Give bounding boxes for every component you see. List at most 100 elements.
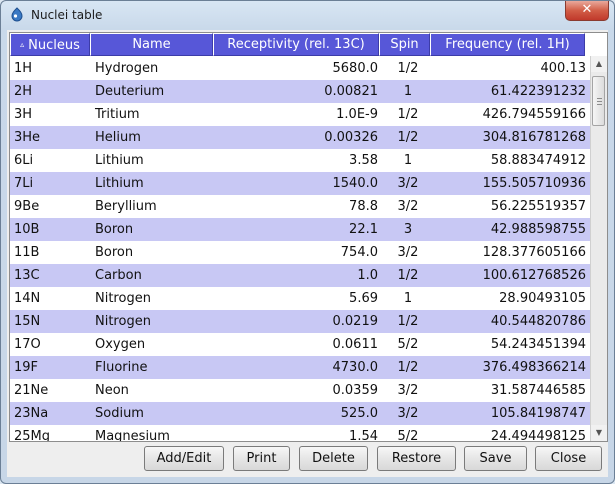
nucleus-cell: 17O — [14, 337, 41, 352]
spin-cell: 1/2 — [397, 314, 419, 329]
frequency-cell: 105.84198747 — [490, 406, 586, 421]
frequency-cell: 61.422391232 — [490, 84, 586, 99]
title-bar[interactable]: Nuclei table ✕ — [1, 1, 614, 29]
name-cell: Deuterium — [95, 84, 165, 99]
name-cell: Neon — [95, 383, 129, 398]
name-cell: Magnesium — [95, 429, 170, 442]
table-row[interactable]: 3He Helium 0.00326 1/2 304.816781268 — [10, 126, 590, 149]
scroll-up-icon[interactable]: ▲ — [591, 56, 607, 72]
close-button[interactable]: Close — [535, 446, 602, 471]
vertical-scrollbar[interactable]: ▲ ▼ — [590, 56, 607, 441]
table-row[interactable]: 15N Nitrogen 0.0219 1/2 40.544820786 — [10, 310, 590, 333]
restore-button[interactable]: Restore — [377, 446, 456, 471]
table-row[interactable]: 3H Tritium 1.0E-9 1/2 426.794559166 — [10, 103, 590, 126]
table-row[interactable]: 25Mg Magnesium 1.54 5/2 24.494498125 — [10, 425, 590, 442]
nucleus-cell: 3He — [14, 130, 41, 145]
frequency-cell: 155.505710936 — [482, 176, 586, 191]
column-header-frequency[interactable]: Frequency (rel. 1H) — [430, 33, 585, 56]
name-cell: Boron — [95, 245, 134, 260]
nuclei-table: ▵ Nucleus Name Receptivity (rel. 13C) Spi… — [9, 32, 608, 442]
window-close-button[interactable]: ✕ — [565, 1, 609, 21]
nucleus-cell: 3H — [14, 107, 33, 122]
app-icon — [11, 7, 23, 22]
frequency-cell: 54.243451394 — [490, 337, 586, 352]
nucleus-cell: 19F — [14, 360, 39, 375]
name-cell: Carbon — [95, 268, 142, 283]
frequency-cell: 24.494498125 — [490, 429, 586, 442]
table-row[interactable]: 10B Boron 22.1 3 42.988598755 — [10, 218, 590, 241]
name-cell: Boron — [95, 222, 134, 237]
frequency-cell: 31.587446585 — [490, 383, 586, 398]
frequency-cell: 128.377605166 — [482, 245, 586, 260]
button-bar: Add/Edit Print Delete Restore Save Close — [7, 446, 608, 472]
add-edit-button[interactable]: Add/Edit — [144, 446, 224, 471]
receptivity-cell: 1.0 — [357, 268, 378, 283]
spin-cell: 1/2 — [397, 130, 419, 145]
receptivity-cell: 0.0359 — [332, 383, 379, 398]
name-cell: Nitrogen — [95, 314, 151, 329]
table-row[interactable]: 13C Carbon 1.0 1/2 100.612768526 — [10, 264, 590, 287]
table-body: 1H Hydrogen 5680.0 1/2 400.13 2H Deuterium 0.00… — [10, 57, 590, 442]
frequency-cell: 58.883474912 — [490, 153, 586, 168]
table-row[interactable]: 1H Hydrogen 5680.0 1/2 400.13 — [10, 57, 590, 80]
column-header-nucleus[interactable]: ▵ Nucleus — [10, 33, 90, 56]
table-row[interactable]: 19F Fluorine 4730.0 1/2 376.498366214 — [10, 356, 590, 379]
nucleus-cell: 6Li — [14, 153, 34, 168]
spin-cell: 1/2 — [397, 107, 419, 122]
name-cell: Lithium — [95, 153, 144, 168]
scroll-down-icon[interactable]: ▼ — [591, 425, 607, 441]
print-button[interactable]: Print — [233, 446, 290, 471]
frequency-cell: 42.988598755 — [490, 222, 586, 237]
column-header-name[interactable]: Name — [90, 33, 213, 56]
receptivity-cell: 22.1 — [349, 222, 378, 237]
spin-cell: 1 — [403, 291, 413, 306]
nucleus-cell: 1H — [14, 61, 33, 76]
name-cell: Tritium — [95, 107, 140, 122]
column-header-spin[interactable]: Spin — [379, 33, 430, 56]
grip-line — [597, 98, 602, 99]
nucleus-cell: 2H — [14, 84, 33, 99]
receptivity-cell: 4730.0 — [332, 360, 379, 375]
table-row[interactable]: 14N Nitrogen 5.69 1 28.90493105 — [10, 287, 590, 310]
delete-button[interactable]: Delete — [299, 446, 368, 471]
sort-ascending-icon: ▵ — [20, 40, 25, 49]
nucleus-cell: 23Na — [14, 406, 49, 421]
table-row[interactable]: 2H Deuterium 0.00821 1 61.422391232 — [10, 80, 590, 103]
frequency-cell: 100.612768526 — [482, 268, 586, 283]
table-row[interactable]: 7Li Lithium 1540.0 3/2 155.505710936 — [10, 172, 590, 195]
table-row[interactable]: 6Li Lithium 3.58 1 58.883474912 — [10, 149, 590, 172]
nucleus-cell: 25Mg — [14, 429, 51, 442]
column-header-receptivity[interactable]: Receptivity (rel. 13C) — [213, 33, 379, 56]
nucleus-cell: 10B — [14, 222, 40, 237]
receptivity-cell: 0.0219 — [332, 314, 379, 329]
spin-cell: 1 — [403, 84, 413, 99]
nucleus-cell: 9Be — [14, 199, 40, 214]
receptivity-cell: 5680.0 — [332, 61, 379, 76]
client-area: ▵ Nucleus Name Receptivity (rel. 13C) Spi… — [7, 30, 608, 477]
nucleus-cell: 13C — [14, 268, 40, 283]
receptivity-cell: 525.0 — [340, 406, 378, 421]
table-row[interactable]: 11B Boron 754.0 3/2 128.377605166 — [10, 241, 590, 264]
receptivity-cell: 1540.0 — [332, 176, 379, 191]
column-header-label: Nucleus — [28, 38, 80, 53]
name-cell: Sodium — [95, 406, 144, 421]
spin-cell: 5/2 — [397, 429, 419, 442]
spin-cell: 3/2 — [397, 245, 419, 260]
spin-cell: 1/2 — [397, 360, 419, 375]
table-header: ▵ Nucleus Name Receptivity (rel. 13C) Spi… — [10, 33, 590, 56]
receptivity-cell: 1.0E-9 — [336, 107, 378, 122]
save-button[interactable]: Save — [464, 446, 527, 471]
scrollbar-thumb[interactable] — [592, 76, 605, 126]
window-title: Nuclei table — [31, 8, 103, 22]
table-row[interactable]: 21Ne Neon 0.0359 3/2 31.587446585 — [10, 379, 590, 402]
table-row[interactable]: 17O Oxygen 0.0611 5/2 54.243451394 — [10, 333, 590, 356]
table-row[interactable]: 9Be Beryllium 78.8 3/2 56.225519357 — [10, 195, 590, 218]
name-cell: Fluorine — [95, 360, 148, 375]
frequency-cell: 376.498366214 — [482, 360, 586, 375]
table-row[interactable]: 23Na Sodium 525.0 3/2 105.84198747 — [10, 402, 590, 425]
receptivity-cell: 3.58 — [349, 153, 378, 168]
spin-cell: 5/2 — [397, 337, 419, 352]
frequency-cell: 426.794559166 — [482, 107, 586, 122]
spin-cell: 3/2 — [397, 199, 419, 214]
